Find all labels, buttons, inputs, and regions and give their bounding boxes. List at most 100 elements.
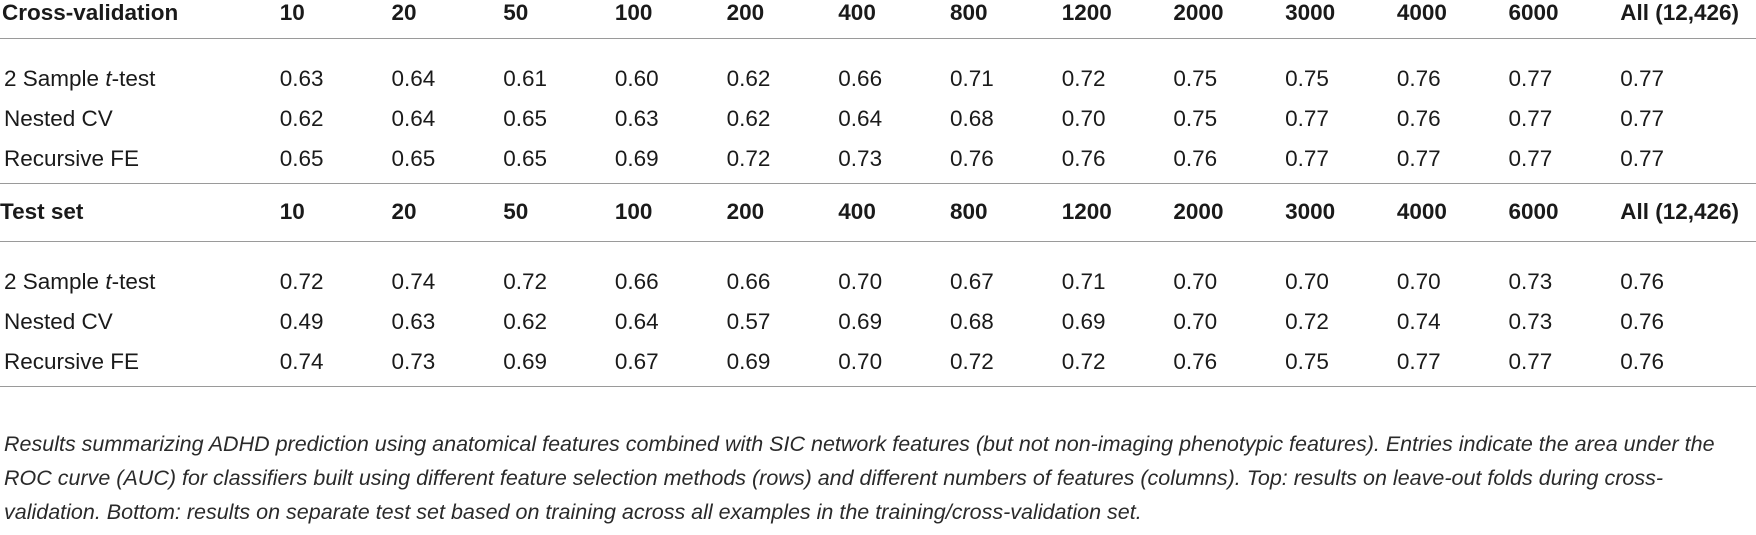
row-label: Nested CV (0, 302, 280, 342)
auc-value-cell: 0.75 (1173, 105, 1218, 131)
auc-value-cell: 0.75 (1285, 65, 1329, 91)
table-row: Recursive FE 0.74 0.73 0.69 0.67 0.69 0.70 0.72… (0, 342, 1756, 382)
row-label: Nested CV (0, 99, 280, 139)
auc-value-cell: 0.77 (1508, 145, 1553, 171)
column-header: 10 (279, 199, 305, 225)
auc-value-cell: 0.72 (1285, 309, 1329, 334)
column-header: 1200 (1061, 0, 1112, 25)
auc-value-cell: 0.70 (1173, 309, 1218, 334)
auc-value-cell: 0.64 (614, 309, 659, 334)
section-header-row: Cross-validation 10 20 50 100 200 400 800 1200 20… (0, 0, 1756, 38)
column-header: 400 (838, 199, 876, 225)
column-header: All (12,426) (1620, 199, 1740, 225)
row-label-italic: t (105, 65, 112, 91)
column-header: 20 (391, 0, 417, 25)
row-label-text: Nested CV (4, 105, 113, 131)
auc-value-cell: 0.68 (950, 309, 994, 334)
column-header: 3000 (1285, 199, 1336, 225)
auc-value-cell: 0.70 (838, 269, 883, 294)
auc-value-cell: 0.65 (503, 105, 547, 131)
row-label-text: 2 Sample (4, 269, 106, 294)
auc-value-cell: 0.77 (1285, 105, 1329, 131)
auc-value-cell: 0.77 (1396, 145, 1441, 171)
table-row: 2 Sample t-test 0.63 0.64 0.61 0.60 0.62 0.66 0… (0, 59, 1756, 99)
auc-value-cell: 0.73 (391, 349, 436, 374)
auc-value-cell: 0.60 (614, 65, 659, 91)
table-row: Nested CV 0.49 0.63 0.62 0.64 0.57 0.69 0.68 0.6… (0, 302, 1756, 342)
table-row: Nested CV 0.62 0.64 0.65 0.63 0.62 0.64 0.68 0.7… (0, 99, 1756, 139)
column-header: 1200 (1061, 199, 1112, 225)
auc-value-cell: 0.76 (1620, 269, 1665, 294)
auc-value-cell: 0.70 (1061, 105, 1106, 131)
table-caption: Results summarizing ADHD prediction usin… (4, 432, 1715, 524)
column-header: 50 (503, 199, 529, 225)
auc-value-cell: 0.76 (1620, 309, 1665, 334)
auc-value-cell: 0.76 (1396, 65, 1441, 91)
auc-value-cell: 0.68 (950, 105, 994, 131)
column-header: 4000 (1396, 0, 1447, 25)
auc-value-cell: 0.75 (1173, 65, 1218, 91)
auc-value-cell: 0.66 (838, 65, 883, 91)
auc-results-table: Cross-validation 10 20 50 100 200 400 800 1200 20… (0, 0, 1756, 387)
column-header: 100 (614, 199, 653, 225)
auc-value-cell: 0.75 (1285, 349, 1329, 374)
auc-value-cell: 0.77 (1508, 105, 1553, 131)
auc-value-cell: 0.69 (726, 349, 771, 374)
column-header: All (12,426) (1620, 0, 1740, 25)
column-header: 800 (950, 199, 988, 225)
row-label: 2 Sample t-test (0, 59, 280, 99)
auc-value-cell: 0.69 (838, 309, 883, 334)
column-header: 2000 (1173, 199, 1224, 225)
row-label-text: Nested CV (4, 309, 113, 334)
row-label-text: Recursive FE (4, 145, 140, 171)
row-label: 2 Sample t-test (0, 262, 280, 302)
column-header: 6000 (1508, 199, 1559, 225)
auc-value-cell: 0.66 (726, 269, 771, 294)
auc-value-cell: 0.62 (726, 105, 771, 131)
auc-value-cell: 0.61 (503, 65, 547, 91)
row-label-italic: t (105, 269, 112, 294)
auc-value-cell: 0.71 (950, 65, 994, 91)
auc-value-cell: 0.65 (503, 145, 547, 171)
column-header: 100 (614, 0, 653, 25)
auc-value-cell: 0.76 (1620, 349, 1665, 374)
column-header: 50 (503, 0, 529, 25)
auc-value-cell: 0.77 (1508, 349, 1553, 374)
auc-value-cell: 0.49 (279, 309, 324, 334)
section-title: Test set (0, 199, 84, 225)
auc-value-cell: 0.76 (1173, 145, 1218, 171)
column-header: 800 (950, 0, 988, 25)
auc-value-cell: 0.74 (391, 269, 436, 294)
auc-value-cell: 0.77 (1620, 105, 1665, 131)
row-label: Recursive FE (0, 139, 280, 179)
auc-value-cell: 0.64 (391, 105, 436, 131)
auc-value-cell: 0.74 (279, 349, 324, 374)
auc-value-cell: 0.72 (279, 269, 324, 294)
auc-value-cell: 0.63 (391, 309, 436, 334)
auc-value-cell: 0.72 (1061, 65, 1106, 91)
auc-value-cell: 0.77 (1285, 145, 1329, 171)
auc-value-cell: 0.62 (503, 309, 547, 334)
column-header: 6000 (1508, 0, 1559, 25)
section-title: Cross-validation (2, 0, 179, 25)
auc-value-cell: 0.77 (1396, 349, 1441, 374)
auc-value-cell: 0.77 (1620, 145, 1665, 171)
table-row: Recursive FE 0.65 0.65 0.65 0.69 0.72 0.73 0.76… (0, 139, 1756, 179)
auc-value-cell: 0.72 (726, 145, 771, 171)
row-label-suffix: -test (111, 269, 156, 294)
auc-value-cell: 0.67 (950, 269, 994, 294)
column-header: 2000 (1173, 0, 1224, 25)
auc-value-cell: 0.63 (279, 65, 324, 91)
auc-value-cell: 0.72 (503, 269, 547, 294)
auc-value-cell: 0.71 (1061, 269, 1106, 294)
auc-value-cell: 0.76 (1061, 145, 1106, 171)
auc-value-cell: 0.73 (1508, 269, 1553, 294)
table-body: Cross-validation 10 20 50 100 200 400 800 1200 20… (0, 0, 1756, 387)
auc-value-cell: 0.70 (838, 349, 883, 374)
auc-value-cell: 0.62 (726, 65, 771, 91)
auc-value-cell: 0.76 (1396, 105, 1441, 131)
column-header: 4000 (1396, 199, 1447, 225)
auc-value-cell: 0.72 (1061, 349, 1106, 374)
column-header: 10 (279, 0, 305, 25)
